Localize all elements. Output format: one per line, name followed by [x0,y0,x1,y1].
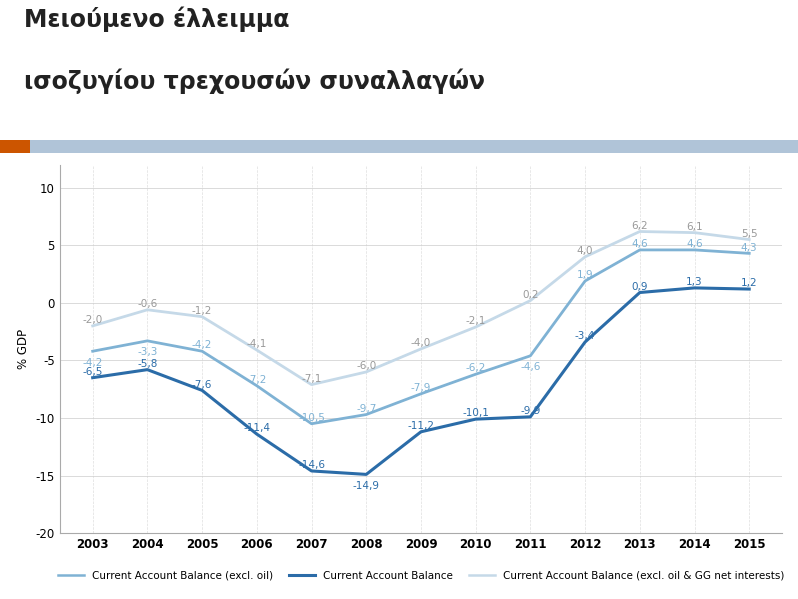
Current Account Balance (excl. oil) [252,382,262,389]
Line: Current Account Balance: Current Account Balance [93,288,749,474]
Current Account Balance (excl. oil & GG net interests) [306,381,316,388]
Current Account Balance (excl. oil & GG net interests) [88,322,97,329]
Current Account Balance (excl. oil) [689,246,699,253]
Text: 1,9: 1,9 [577,270,594,280]
Current Account Balance (excl. oil & GG net interests) [361,368,371,376]
Current Account Balance [689,285,699,292]
Text: -6,5: -6,5 [82,367,103,377]
Text: -7,6: -7,6 [192,380,212,389]
Current Account Balance (excl. oil) [197,347,207,355]
Line: Current Account Balance (excl. oil): Current Account Balance (excl. oil) [93,250,749,423]
Text: 6,1: 6,1 [686,222,703,232]
Text: 5,5: 5,5 [741,229,757,239]
Current Account Balance [252,431,262,438]
Current Account Balance [143,366,152,373]
Current Account Balance [361,471,371,478]
Text: Μειούμενο έλλειμμα: Μειούμενο έλλειμμα [24,7,290,32]
Text: -9,7: -9,7 [356,404,377,414]
Current Account Balance [417,428,426,435]
Line: Current Account Balance (excl. oil & GG net interests): Current Account Balance (excl. oil & GG … [93,231,749,385]
Current Account Balance [745,286,754,293]
Current Account Balance [526,413,535,420]
Text: 4,3: 4,3 [741,243,757,253]
Legend: Current Account Balance (excl. oil), Current Account Balance, Current Account Ba: Current Account Balance (excl. oil), Cur… [53,567,788,585]
Current Account Balance [635,289,645,296]
Text: -11,4: -11,4 [243,423,271,433]
Current Account Balance (excl. oil) [580,277,590,285]
Current Account Balance (excl. oil) [526,352,535,359]
Text: -9,9: -9,9 [520,406,540,416]
Current Account Balance (excl. oil) [143,337,152,344]
Current Account Balance (excl. oil & GG net interests) [526,297,535,304]
Current Account Balance (excl. oil) [306,420,316,427]
Current Account Balance (excl. oil) [361,411,371,418]
Text: 1,3: 1,3 [686,277,703,287]
Text: -14,6: -14,6 [298,460,325,470]
Text: -4,2: -4,2 [82,358,103,368]
Text: -7,9: -7,9 [411,383,431,393]
Text: -10,1: -10,1 [462,409,489,418]
Text: 1,2: 1,2 [741,279,757,288]
Text: 0,9: 0,9 [631,282,648,292]
Text: -5,8: -5,8 [137,359,157,369]
Text: -7,2: -7,2 [247,375,267,385]
Current Account Balance (excl. oil & GG net interests) [471,323,480,331]
Text: 0,2: 0,2 [522,290,539,300]
Text: -10,5: -10,5 [298,413,325,423]
Text: -6,0: -6,0 [356,361,377,371]
Current Account Balance [580,338,590,346]
Y-axis label: % GDP: % GDP [18,329,30,369]
Bar [0,140,30,153]
Current Account Balance (excl. oil & GG net interests) [580,253,590,261]
Current Account Balance (excl. oil & GG net interests) [635,228,645,235]
Current Account Balance [306,467,316,474]
Text: -4,1: -4,1 [247,339,267,349]
Text: ισοζυγίου τρεχουσών συναλλαγών: ισοζυγίου τρεχουσών συναλλαγών [24,69,485,95]
Current Account Balance (excl. oil) [417,390,426,397]
Current Account Balance [88,374,97,382]
Text: -4,6: -4,6 [520,362,540,373]
Text: -2,0: -2,0 [82,315,103,325]
Text: -7,1: -7,1 [302,374,322,384]
Current Account Balance (excl. oil & GG net interests) [197,313,207,320]
Current Account Balance [197,387,207,394]
Current Account Balance (excl. oil) [635,246,645,253]
Text: -14,9: -14,9 [353,481,380,491]
Current Account Balance (excl. oil & GG net interests) [143,306,152,313]
Text: -0,6: -0,6 [137,299,157,309]
Text: 4,6: 4,6 [631,239,648,249]
Text: 4,0: 4,0 [577,246,594,256]
Current Account Balance (excl. oil & GG net interests) [745,236,754,243]
Text: -4,0: -4,0 [411,338,431,348]
Current Account Balance (excl. oil) [745,250,754,257]
Current Account Balance (excl. oil & GG net interests) [689,229,699,236]
Text: -3,4: -3,4 [575,331,595,341]
Text: -3,3: -3,3 [137,347,157,358]
Text: 6,2: 6,2 [631,221,648,231]
Text: -2,1: -2,1 [465,316,486,326]
Text: -6,2: -6,2 [465,364,486,374]
Current Account Balance [471,416,480,423]
Text: -4,2: -4,2 [192,340,212,350]
Current Account Balance (excl. oil & GG net interests) [252,346,262,353]
Text: -1,2: -1,2 [192,306,212,316]
Current Account Balance (excl. oil) [471,371,480,378]
Current Account Balance (excl. oil) [88,347,97,355]
Current Account Balance (excl. oil & GG net interests) [417,345,426,352]
Text: -11,2: -11,2 [408,421,434,431]
Text: 4,6: 4,6 [686,239,703,249]
